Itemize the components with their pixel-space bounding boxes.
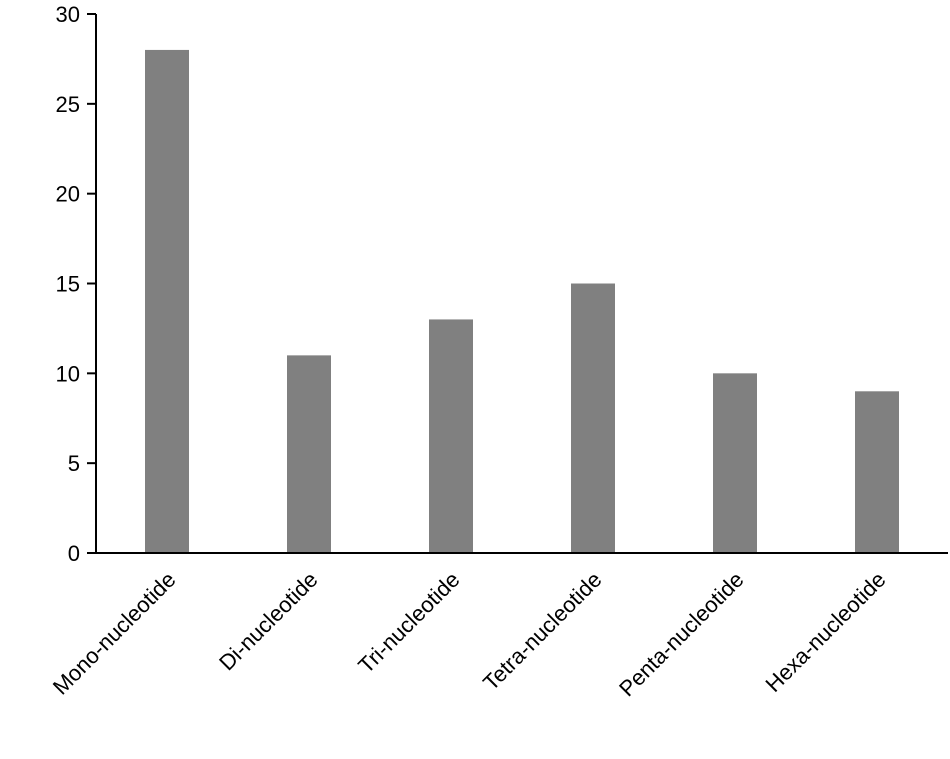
y-tick-label: 20 bbox=[56, 182, 80, 207]
bars bbox=[145, 49, 899, 553]
bar bbox=[429, 319, 473, 553]
x-tick-label: Mono-nucleotide bbox=[48, 567, 181, 700]
x-tick-label: Hexa-nucleotide bbox=[760, 567, 890, 697]
x-axis: Mono-nucleotide Di-nucleotide Tri-nucleoti… bbox=[48, 552, 948, 701]
y-tick-label: 15 bbox=[56, 272, 80, 297]
x-tick-label: Tetra-nucleotide bbox=[478, 567, 606, 695]
bar bbox=[713, 373, 757, 553]
x-tick-label: Tri-nucleotide bbox=[353, 567, 464, 678]
y-axis: 0 5 10 15 20 25 30 bbox=[56, 2, 97, 566]
bar bbox=[145, 49, 189, 553]
y-tick-label: 25 bbox=[56, 92, 80, 117]
y-tick-label: 30 bbox=[56, 2, 80, 27]
bar bbox=[287, 355, 331, 553]
bar bbox=[571, 283, 615, 553]
x-tick-label: Penta-nucleotide bbox=[614, 567, 748, 701]
bar bbox=[855, 391, 899, 553]
y-tick-label: 10 bbox=[56, 361, 80, 386]
x-tick-label: Di-nucleotide bbox=[214, 567, 322, 675]
y-tick-label: 5 bbox=[68, 451, 80, 476]
y-tick-label: 0 bbox=[68, 541, 80, 566]
